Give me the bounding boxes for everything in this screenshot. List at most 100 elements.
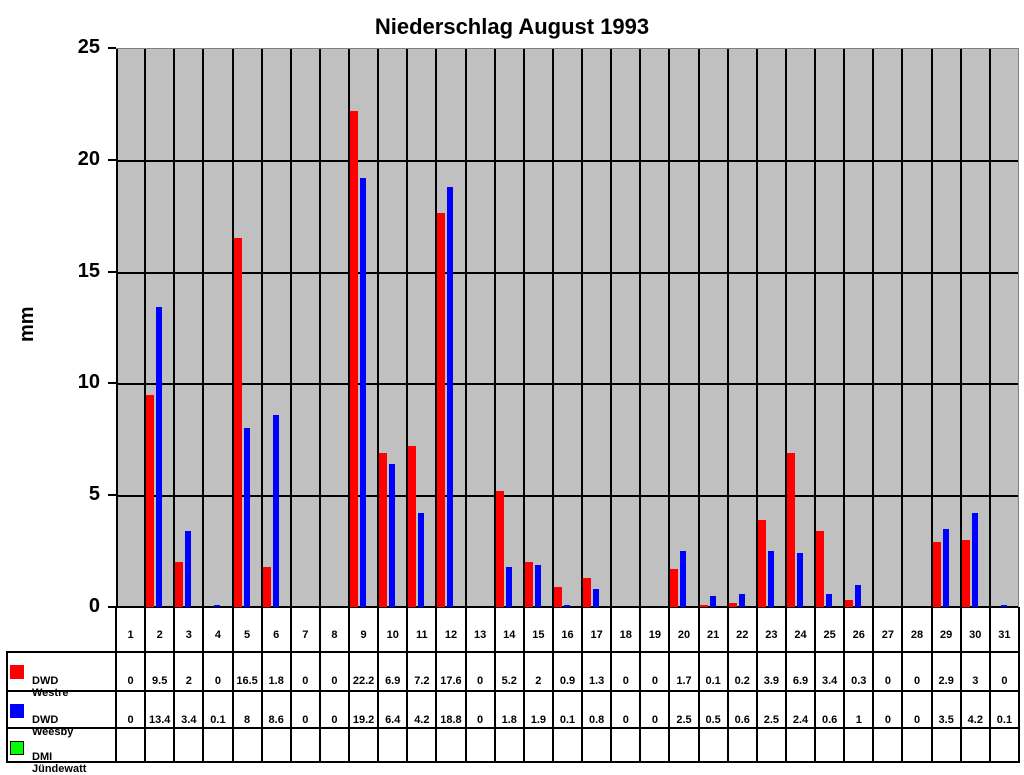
v-gridline [697,49,700,607]
x-category-label: 21 [707,629,720,641]
x-category-label: 28 [910,629,924,641]
legend-label: DWD Weesby [32,714,74,738]
v-gridline [668,49,671,607]
table-vline [493,607,496,763]
v-gridline [901,49,904,607]
x-category-label: 27 [881,629,895,641]
v-gridline [348,49,351,607]
v-gridline [464,49,467,607]
table-value-cell: 22.2 [352,675,375,687]
table-value-cell: 0 [622,675,629,687]
legend-swatch [10,741,24,755]
bar-dwd-weesby-day-5 [243,428,250,607]
x-category-label: 6 [273,629,280,641]
bar-dwd-weesby-day-20 [680,551,687,607]
table-vline [406,607,409,763]
bar-dwd-weesby-day-22 [738,593,745,607]
table-vline [289,607,292,763]
v-gridline [116,49,118,607]
table-value-cell: 0.8 [588,714,605,726]
table-vline [901,607,904,763]
v-gridline [726,49,729,607]
table-value-cell: 2.5 [763,714,780,726]
table-value-cell: 0 [651,714,658,726]
table-value-cell: 13.4 [148,714,171,726]
bar-dwd-weesby-day-10 [389,463,396,607]
y-tick-label: 15 [77,259,100,282]
table-value-cell: 8.6 [268,714,284,726]
table-value-cell: 0 [302,675,309,687]
table-value-cell: 17.6 [440,675,462,687]
bar-dwd-westre-day-26 [845,600,854,607]
bar-dwd-westre-day-15 [524,562,533,607]
table-value-cell: 0 [884,675,891,687]
bar-dwd-westre-day-30 [961,539,970,607]
bar-dwd-weesby-day-23 [767,551,774,607]
y-tick-mark [108,382,116,385]
table-vline [231,607,234,763]
v-gridline [231,49,234,607]
table-vline [988,607,991,763]
bar-dwd-weesby-day-17 [593,589,600,607]
table-value-cell: 0 [127,675,134,687]
table-vline [726,607,729,763]
y-tick-label: 5 [88,483,100,506]
table-value-cell: 6.4 [385,714,401,726]
x-category-label: 24 [794,629,807,641]
table-value-cell: 0.1 [996,714,1013,726]
x-category-label: 5 [244,629,251,641]
x-category-label: 18 [619,629,632,641]
bar-dwd-weesby-day-21 [709,595,716,607]
table-vline [930,607,933,763]
table-value-cell: 8 [244,714,251,726]
table-value-cell: 0.1 [559,714,576,726]
table-value-cell: 4.2 [967,714,983,726]
v-gridline [959,49,962,607]
bar-dwd-weesby-day-6 [272,414,279,607]
table-vline [755,607,758,763]
bar-dwd-westre-day-22 [728,602,737,607]
table-value-cell: 1.8 [268,675,284,687]
table-vline [959,607,962,763]
table-value-cell: 0.1 [210,714,226,726]
table-vline [610,607,613,763]
v-gridline [202,49,205,607]
v-gridline [260,49,263,607]
table-hline [6,727,1019,729]
table-value-cell: 0 [651,675,658,687]
table-value-cell: 6.9 [385,675,401,687]
table-value-cell: 0.6 [822,714,838,726]
table-vline [115,607,117,763]
y-tick-mark [108,270,116,273]
chart-title: Niederschlag August 1993 [374,14,650,39]
v-gridline [435,49,438,607]
table-value-cell: 3.4 [822,675,838,687]
h-gridline [116,495,1018,498]
x-category-label: 31 [998,629,1011,641]
y-tick-label: 20 [77,147,100,170]
table-vline [464,607,467,763]
bar-dwd-weesby-day-4 [214,604,221,607]
table-value-cell: 2.4 [792,714,809,726]
x-category-label: 19 [648,629,661,641]
table-value-cell: 0 [302,714,309,726]
x-category-label: 13 [473,629,487,641]
y-axis-label: mm [16,306,38,342]
v-gridline [814,49,817,607]
v-gridline [843,49,846,607]
legend-swatch [10,665,24,679]
bar-dwd-weesby-day-9 [360,177,367,607]
x-category-label: 8 [331,629,338,641]
legend-label: DWD Westre [32,675,69,699]
v-gridline [289,49,292,607]
table-value-cell: 2 [185,675,192,687]
table-vline [784,607,787,763]
bar-dwd-weesby-day-11 [418,513,425,607]
table-value-cell: 6.9 [792,675,809,687]
plot-area [116,48,1019,608]
bar-dwd-westre-day-5 [233,238,242,607]
x-category-label: 22 [736,629,749,641]
y-tick-mark [108,606,116,608]
table-vline [522,607,525,763]
v-gridline [318,49,321,607]
